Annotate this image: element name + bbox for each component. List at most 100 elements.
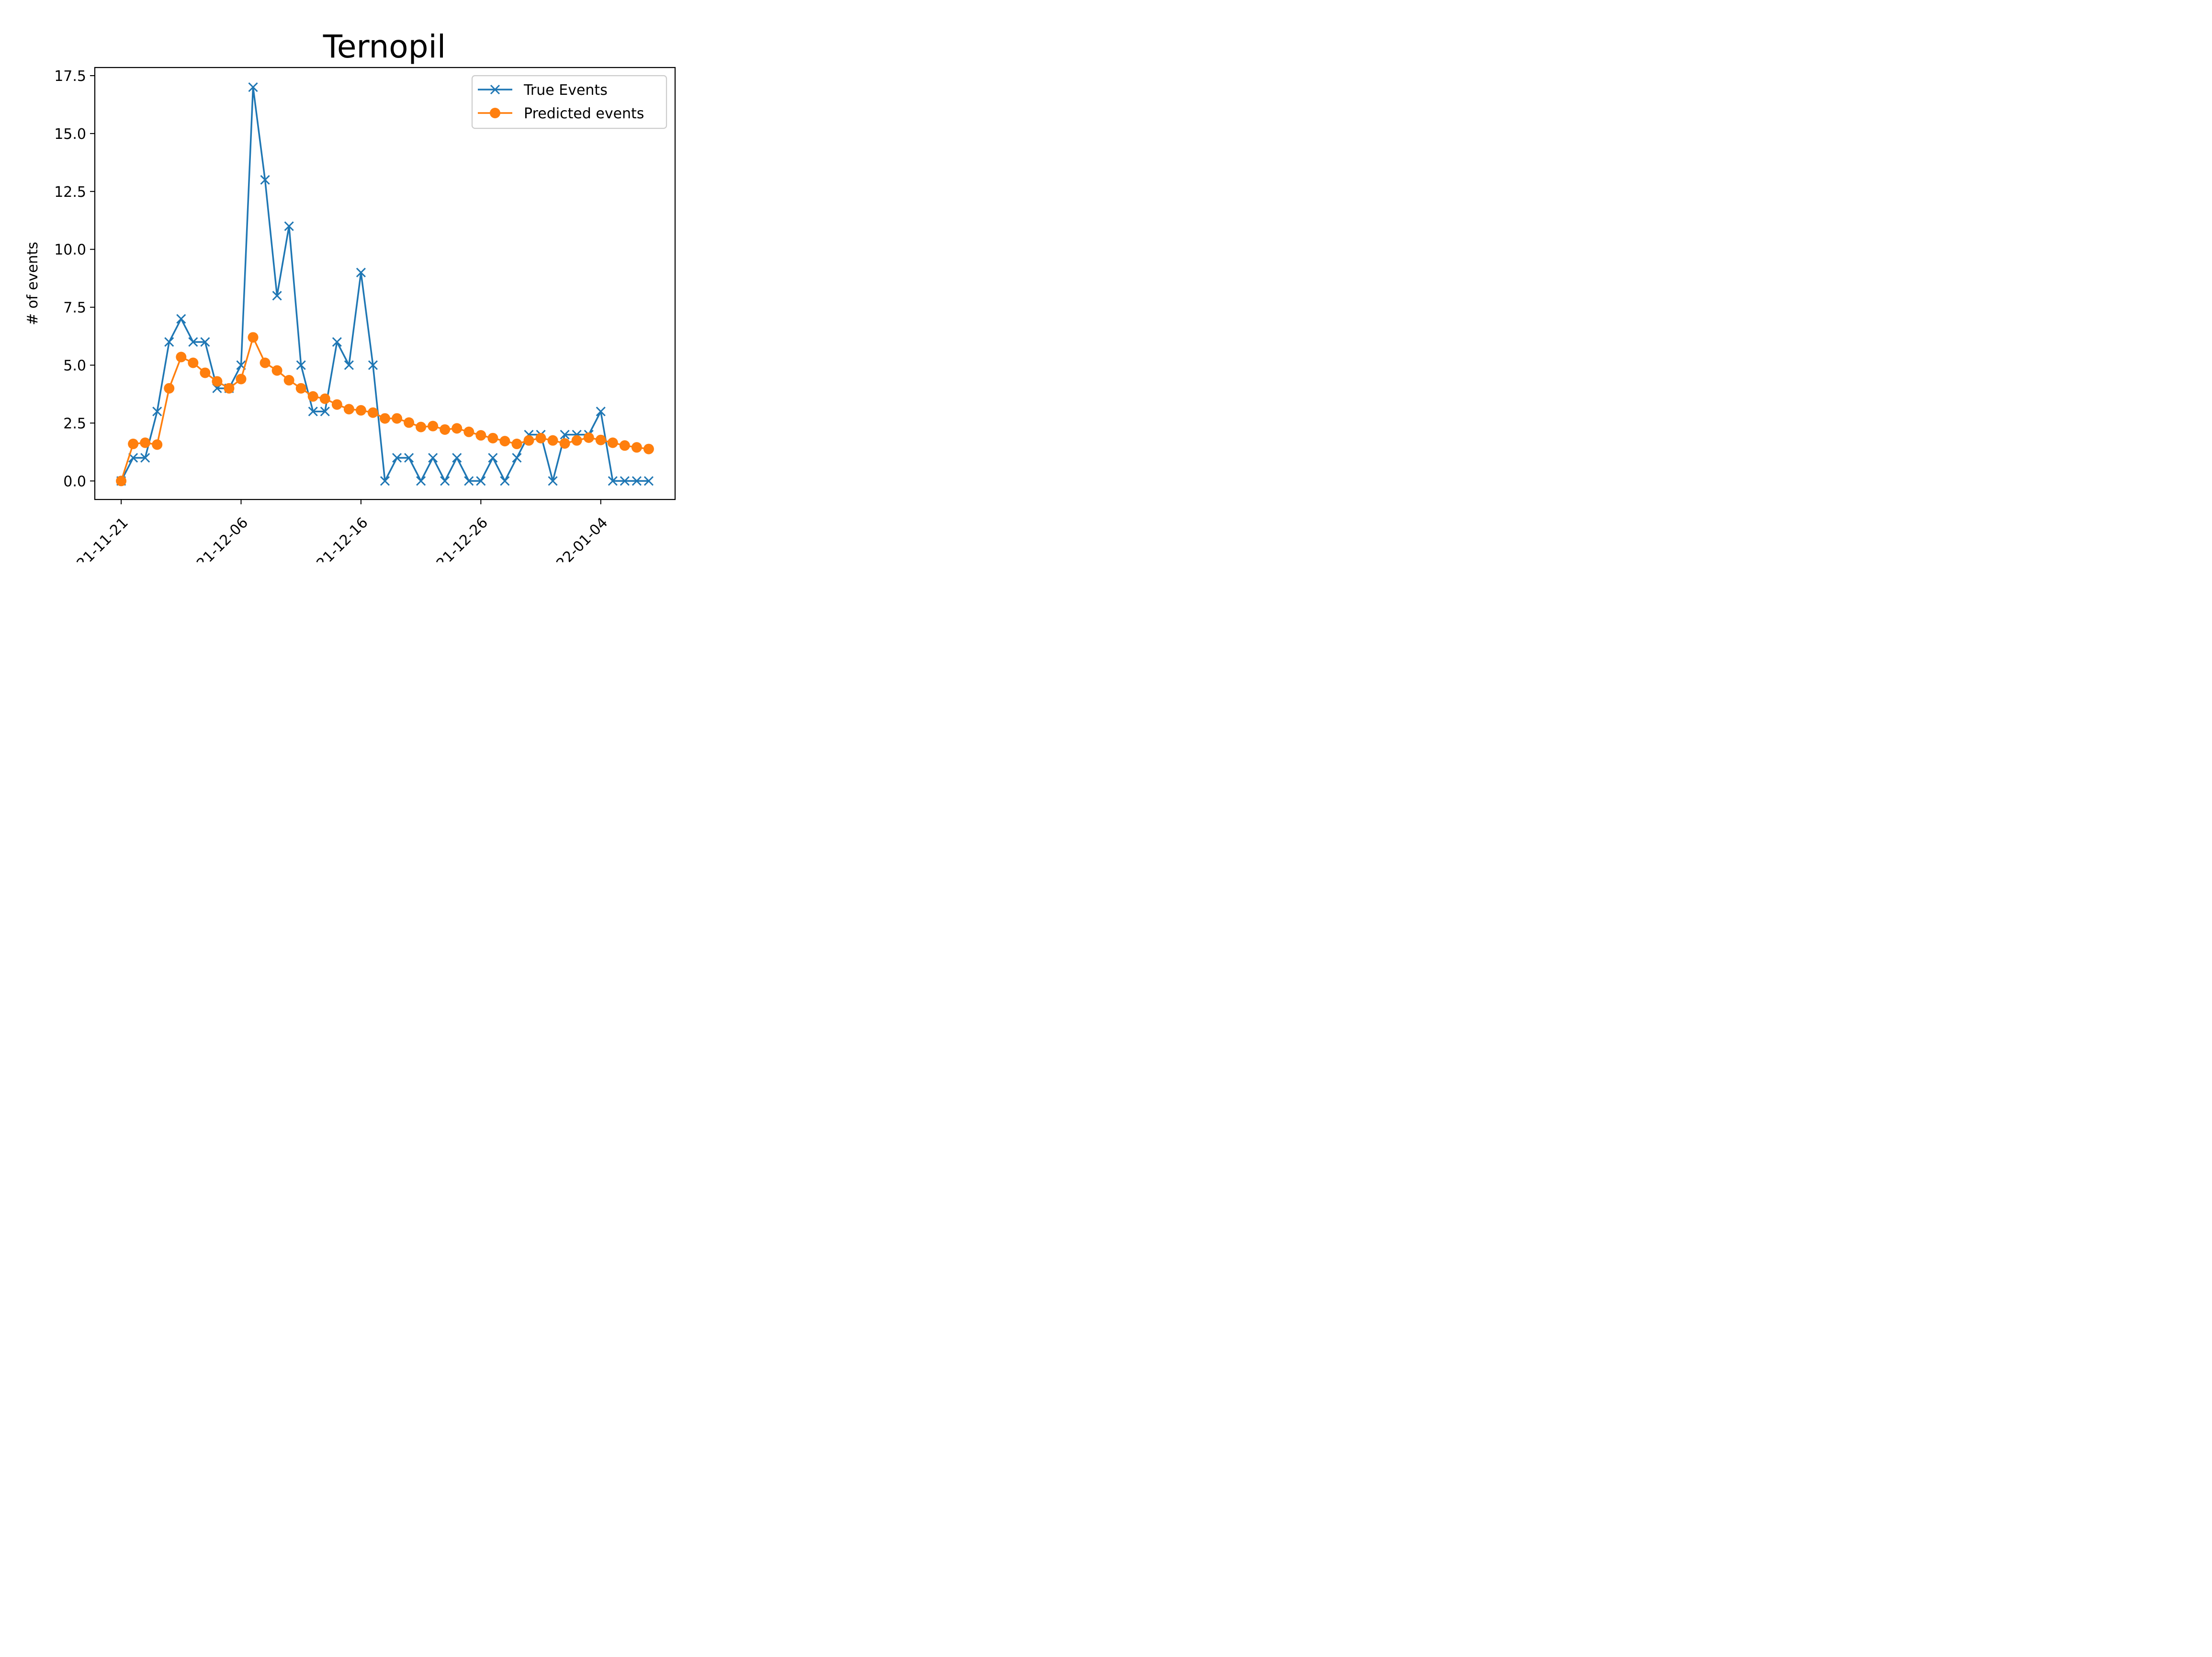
- data-point-predicted-events: [535, 432, 546, 443]
- x-tick-label: 2021-11-21: [61, 514, 132, 562]
- data-point-true-events: [248, 82, 258, 92]
- data-point-true-events: [368, 360, 378, 370]
- data-point-true-events: [500, 476, 510, 486]
- data-point-true-events: [428, 453, 438, 463]
- legend-predicted-events-marker: [490, 108, 500, 118]
- data-point-true-events: [488, 453, 498, 463]
- data-point-predicted-events: [152, 439, 163, 450]
- data-point-true-events: [260, 175, 270, 185]
- data-point-predicted-events: [116, 476, 127, 487]
- data-point-true-events: [416, 476, 426, 486]
- data-point-true-events: [643, 476, 654, 486]
- data-point-true-events: [200, 337, 210, 347]
- x-tick-label: 2022-01-04: [540, 514, 611, 562]
- data-point-predicted-events: [607, 437, 618, 448]
- data-point-predicted-events: [295, 383, 306, 394]
- data-point-true-events: [380, 476, 390, 486]
- data-point-true-events: [188, 337, 198, 347]
- legend-box: [471, 75, 667, 129]
- line-chart: Ternopil # of events 0.0 2.5 5.0 7.5 10.0 12.…: [24, 28, 676, 585]
- x-tick-label: 2021-12-16: [301, 514, 372, 562]
- data-point-predicted-events: [176, 352, 187, 363]
- data-point-predicted-events: [164, 383, 175, 394]
- data-point-predicted-events: [463, 426, 474, 437]
- data-point-predicted-events: [451, 423, 463, 434]
- y-tick-label: 17.5: [54, 68, 86, 85]
- data-point-true-events: [176, 314, 186, 324]
- x-tick-label: 2021-12-26: [420, 514, 491, 562]
- plot-area-frame: [94, 67, 676, 500]
- data-point-true-events: [452, 453, 462, 463]
- data-point-predicted-events: [571, 435, 582, 446]
- data-point-predicted-events: [416, 421, 427, 432]
- data-point-true-events: [332, 337, 342, 347]
- legend-predicted-events-label: Predicted events: [524, 105, 644, 122]
- data-point-predicted-events: [248, 332, 259, 343]
- data-point-true-events: [548, 476, 558, 486]
- data-point-true-events: [464, 476, 474, 486]
- data-point-true-events: [308, 407, 318, 417]
- data-point-true-events: [476, 476, 486, 486]
- data-point-predicted-events: [380, 413, 390, 424]
- data-point-predicted-events: [619, 440, 630, 451]
- y-tick-label: 10.0: [54, 242, 86, 259]
- data-point-true-events: [356, 267, 366, 278]
- data-point-true-events: [440, 476, 450, 486]
- data-point-predicted-events: [283, 375, 294, 386]
- x-tick-label: 2021-12-06: [181, 514, 251, 562]
- data-point-predicted-events: [224, 383, 235, 394]
- data-point-predicted-events: [404, 417, 415, 428]
- series-line-1: [120, 336, 649, 481]
- data-point-predicted-events: [547, 435, 558, 446]
- data-point-predicted-events: [595, 434, 606, 445]
- y-axis-label: # of events: [24, 242, 41, 325]
- data-point-predicted-events: [355, 405, 366, 416]
- data-point-predicted-events: [523, 435, 534, 446]
- data-point-predicted-events: [319, 393, 330, 404]
- data-point-true-events: [320, 407, 330, 417]
- data-point-predicted-events: [271, 365, 282, 376]
- data-point-predicted-events: [428, 420, 439, 431]
- data-point-true-events: [272, 291, 282, 301]
- data-point-predicted-events: [188, 357, 199, 368]
- data-point-predicted-events: [583, 432, 594, 443]
- y-tick-label: 2.5: [63, 415, 86, 432]
- data-point-true-events: [404, 453, 414, 463]
- data-point-predicted-events: [367, 407, 378, 418]
- data-point-predicted-events: [140, 437, 151, 448]
- data-point-predicted-events: [392, 413, 403, 424]
- data-point-true-events: [596, 407, 606, 417]
- chart-title: Ternopil: [323, 28, 446, 65]
- data-point-predicted-events: [260, 357, 271, 368]
- legend-true-events-label: True Events: [523, 82, 608, 99]
- data-point-predicted-events: [236, 374, 247, 385]
- data-point-true-events: [632, 476, 642, 486]
- data-point-true-events: [284, 221, 294, 231]
- data-point-true-events: [620, 476, 630, 486]
- data-point-predicted-events: [499, 436, 510, 447]
- data-point-predicted-events: [475, 430, 486, 441]
- data-point-predicted-events: [643, 443, 654, 454]
- data-point-predicted-events: [128, 438, 139, 449]
- data-point-true-events: [296, 360, 306, 370]
- legend-true-events-marker: [490, 84, 500, 95]
- data-point-predicted-events: [343, 404, 354, 415]
- data-point-true-events: [560, 430, 570, 440]
- data-point-predicted-events: [200, 367, 211, 378]
- data-point-predicted-events: [212, 376, 223, 387]
- data-point-true-events: [392, 453, 402, 463]
- data-point-predicted-events: [307, 391, 318, 402]
- y-tick-label: 0.0: [63, 473, 86, 490]
- data-point-true-events: [164, 337, 174, 347]
- y-tick-label: 7.5: [63, 300, 86, 317]
- data-point-true-events: [152, 407, 162, 417]
- data-point-true-events: [512, 453, 522, 463]
- chart-figure: Ternopil # of events 0.0 2.5 5.0 7.5 10.0 12.…: [0, 0, 747, 585]
- y-tick-label: 5.0: [63, 357, 86, 374]
- data-point-predicted-events: [487, 432, 498, 443]
- data-point-predicted-events: [631, 442, 642, 453]
- y-tick-label: 15.0: [54, 126, 86, 143]
- data-point-predicted-events: [511, 438, 522, 449]
- data-point-predicted-events: [440, 424, 451, 435]
- data-point-true-events: [140, 453, 150, 463]
